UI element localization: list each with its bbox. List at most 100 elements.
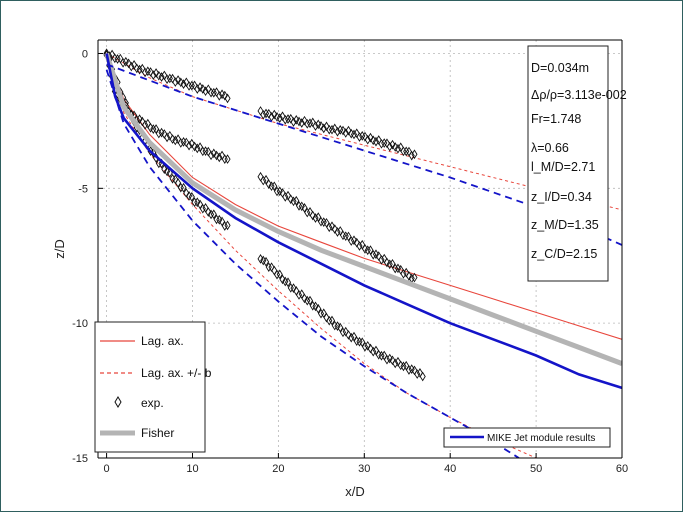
exp-point-exp-lower-49 — [268, 262, 275, 273]
x-tick-label-4: 40 — [444, 463, 456, 475]
exp-point-exp-upper-43 — [221, 90, 228, 101]
legend-frame — [94, 321, 206, 453]
exp-point-exp-lower-57 — [290, 283, 297, 293]
exp-point-exp-lower-43 — [221, 221, 228, 231]
exp-point-exp-upper-69 — [323, 121, 330, 132]
exp-point-exp-upper-25 — [172, 77, 179, 87]
series-layer — [103, 48, 622, 458]
exp-point-exp-axis-29 — [183, 137, 190, 148]
exp-point-exp-upper-12 — [136, 64, 143, 75]
exp-point-exp-axis-35 — [199, 146, 206, 157]
exp-point-exp-axis-89 — [378, 255, 385, 265]
exp-point-exp-lower-33 — [194, 197, 201, 208]
exp-point-exp-upper-91 — [383, 138, 391, 149]
exp-point-exp-axis-97 — [400, 268, 407, 279]
exp-point-exp-axis-51 — [273, 186, 281, 197]
exp-point-exp-lower-35 — [199, 203, 206, 214]
exp-point-exp-upper-36 — [202, 86, 209, 97]
exp-point-exp-axis-94 — [392, 263, 399, 274]
exp-point-exp-axis-46 — [260, 175, 267, 186]
x-tick-label-3: 30 — [358, 463, 370, 475]
exp-point-exp-lower-82 — [359, 337, 366, 348]
exp-point-exp-lower-25 — [172, 174, 179, 185]
exp-point-exp-lower-71 — [328, 315, 336, 326]
exp-point-exp-axis-58 — [293, 195, 300, 206]
exp-point-exp-axis-25 — [172, 135, 179, 146]
exp-point-exp-upper-20 — [158, 72, 165, 82]
param-zc: z_C/D=2.15 — [531, 247, 597, 261]
exp-point-exp-lower-97 — [400, 361, 407, 372]
exp-point-exp-upper-54 — [282, 114, 289, 125]
y-tick-label-0: 0 — [82, 48, 88, 60]
exp-point-exp-upper-9 — [128, 61, 135, 72]
exp-point-exp-axis-69 — [323, 217, 330, 228]
exp-point-exp-upper-85 — [367, 132, 374, 143]
ticks: 0 10 20 30 40 50 60 0 -5 -10 -15 — [72, 48, 628, 475]
exp-point-exp-axis-81 — [356, 241, 363, 251]
exp-point-exp-lower-42 — [219, 216, 226, 227]
param-froude: Fr=1.748 — [531, 112, 581, 126]
exp-point-exp-upper-50 — [271, 109, 278, 120]
exp-point-exp-axis-65 — [312, 213, 319, 223]
exp-point-exp-upper-60 — [298, 118, 305, 128]
exp-point-exp-lower-27 — [177, 182, 184, 193]
param-density: Δρ/ρ=3.113e-002 — [531, 88, 627, 102]
exp-point-exp-axis-32 — [191, 141, 198, 152]
exp-point-exp-upper-63 — [306, 118, 314, 129]
exp-point-exp-upper-68 — [320, 123, 327, 134]
exp-point-exp-axis-86 — [370, 249, 377, 260]
exp-point-exp-lower-67 — [317, 308, 325, 319]
exp-point-exp-axis-84 — [364, 245, 371, 256]
exp-point-exp-lower-94 — [392, 358, 399, 369]
exp-point-exp-upper-67 — [317, 121, 325, 131]
legend-label-fisher: Fisher — [141, 426, 174, 440]
exp-point-exp-lower-78 — [348, 332, 355, 343]
exp-point-exp-axis-44 — [224, 154, 231, 164]
legend-label-mike: MIKE Jet module results — [487, 433, 595, 444]
series-line-mike-lower — [105, 69, 520, 458]
exp-point-exp-axis-92 — [386, 259, 393, 270]
exp-point-exp-upper-41 — [216, 91, 223, 101]
exp-point-exp-upper-79 — [350, 129, 358, 140]
exp-point-exp-upper-30 — [186, 81, 193, 91]
exp-point-exp-upper-72 — [331, 123, 338, 134]
exp-point-exp-lower-37 — [205, 207, 212, 217]
legend-mike: MIKE Jet module results — [443, 427, 611, 448]
exp-point-exp-axis-40 — [213, 150, 220, 161]
series-line-lag-ax-b — [106, 53, 537, 458]
exp-point-exp-axis-61 — [301, 203, 308, 213]
exp-point-exp-upper-17 — [150, 70, 157, 80]
x-tick-label-1: 10 — [186, 463, 198, 475]
exp-point-exp-lower-85 — [367, 343, 374, 354]
exp-point-exp-upper-4 — [114, 54, 121, 64]
exp-point-exp-axis-30 — [186, 140, 193, 151]
param-zm: z_M/D=1.35 — [531, 218, 599, 232]
exp-point-exp-upper-73 — [334, 126, 341, 137]
exp-point-exp-lower-93 — [389, 355, 396, 366]
exp-point-exp-axis-91 — [383, 257, 391, 268]
exp-point-exp-lower-79 — [350, 331, 358, 342]
exp-point-exp-axis-22 — [164, 132, 171, 143]
exp-point-exp-upper-44 — [224, 93, 231, 104]
exp-point-exp-upper-77 — [345, 125, 352, 136]
exp-point-exp-axis-56 — [287, 194, 294, 205]
exp-point-exp-upper-81 — [356, 132, 363, 142]
exp-point-exp-lower-89 — [378, 350, 385, 361]
exp-point-exp-lower-52 — [276, 269, 283, 280]
exp-point-exp-lower-53 — [279, 274, 286, 285]
exp-point-exp-axis-41 — [216, 152, 223, 163]
exp-point-exp-lower-59 — [295, 290, 303, 300]
exp-point-exp-upper-89 — [378, 138, 385, 149]
exp-point-exp-upper-39 — [210, 87, 217, 98]
exp-point-exp-axis-38 — [208, 150, 215, 161]
legend: Lag. ax. Lag. ax. +/- b exp. Fisher — [94, 321, 212, 453]
exp-point-exp-upper-101 — [411, 149, 418, 160]
exp-point-exp-upper-70 — [326, 124, 333, 135]
exp-point-exp-lower-75 — [339, 327, 347, 338]
exp-point-exp-lower-48 — [265, 262, 272, 273]
legend-mike-frame — [443, 427, 611, 448]
exp-point-exp-lower-21 — [161, 164, 168, 174]
exp-point-exp-axis-23 — [166, 130, 173, 141]
